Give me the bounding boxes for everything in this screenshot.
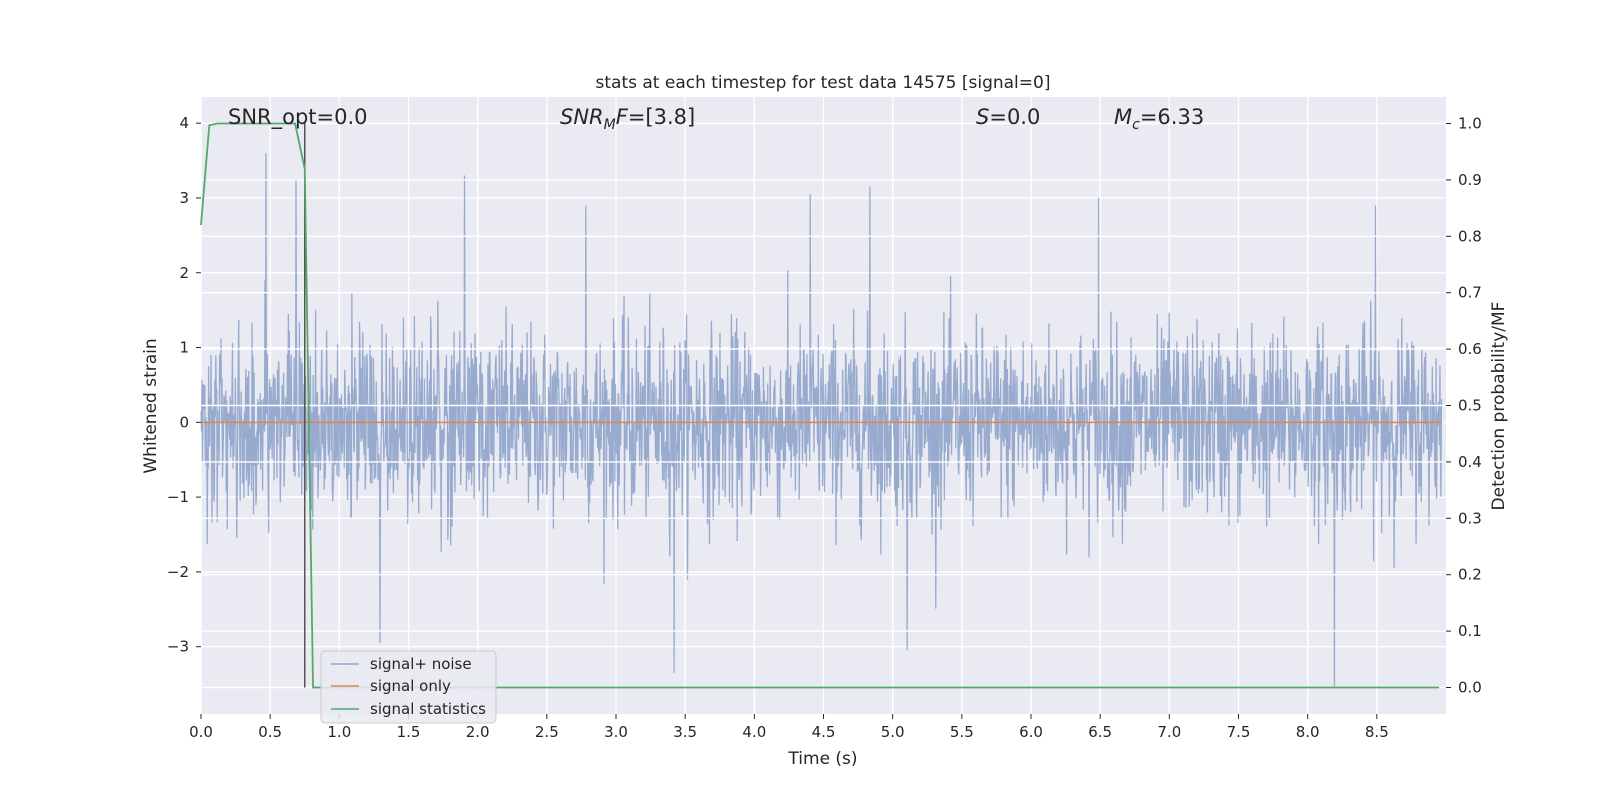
tick-label-x: 4.5 [812, 723, 836, 741]
tick-label-x: 6.5 [1088, 723, 1112, 741]
tick-label-y: 3 [179, 189, 189, 207]
tick-label-y-right: 0.1 [1458, 622, 1482, 640]
annotation-snr-opt: SNR_opt=0.0 [228, 105, 368, 130]
tick-label-y: −3 [167, 638, 189, 656]
annotation-snr-mf-suffix: F [616, 105, 629, 129]
annotation-s-label: S [976, 105, 989, 129]
tick-label-y-right: 1.0 [1458, 115, 1482, 133]
annotation-mc-value: =6.33 [1140, 105, 1204, 129]
annotation-s-value: =0.0 [989, 105, 1040, 129]
tick-label-x: 3.5 [673, 723, 697, 741]
legend-label-signal-only: signal only [370, 677, 451, 695]
tick-label-y-right: 0.5 [1458, 397, 1482, 415]
tick-label-y: −1 [167, 488, 189, 506]
y-axis-ticks-right: 1.0 0.9 0.8 0.7 0.6 0.5 0.4 0.3 0.2 0.1 0.0 [1446, 115, 1482, 696]
tick-label-y: 1 [179, 339, 189, 357]
tick-label-y-right: 0.0 [1458, 678, 1482, 696]
tick-label-x: 5.5 [950, 723, 974, 741]
annotation-snr-mf: SNRMF=[3.8] [560, 105, 695, 133]
tick-label-x: 8.5 [1365, 723, 1389, 741]
legend-box [320, 650, 497, 724]
tick-label-x: 6.0 [1019, 723, 1043, 741]
line-signal-plus-noise [200, 153, 1443, 688]
legend-label-signal-plus-noise: signal+ noise [370, 655, 472, 673]
tick-label-y: −2 [167, 563, 189, 581]
tick-label-y: 4 [179, 114, 189, 132]
series-signal-statistics [200, 122, 1440, 689]
y-axis-label-right: Detection probability/MF [1489, 302, 1509, 511]
annotation-snr-mf-value: =[3.8] [628, 105, 695, 129]
tick-label-y-right: 0.9 [1458, 171, 1482, 189]
tick-label-y-right: 0.8 [1458, 227, 1482, 245]
y-axis-ticks-left: 4 3 2 1 0 −1 −2 −3 [167, 114, 201, 656]
plot-area [200, 97, 1446, 714]
y-axis-label: Whitened strain [141, 338, 161, 473]
tick-label-x: 1.5 [397, 723, 421, 741]
annotation-snr-mf-label: SNR [560, 105, 604, 129]
x-axis-ticks: 0.0 0.5 1.0 1.5 2.0 2.5 3.0 3.5 4.0 4.5 5.0 5.5 6.0 6… [189, 714, 1389, 741]
tick-label-x: 1.0 [327, 723, 351, 741]
annotation-mc-label: M [1114, 105, 1132, 129]
line-signal-statistics [200, 122, 1440, 689]
tick-label-y-right: 0.3 [1458, 509, 1482, 527]
tick-label-x: 7.0 [1157, 723, 1181, 741]
annotation-s: S=0.0 [976, 105, 1040, 129]
tick-label-y: 0 [179, 413, 189, 431]
tick-label-y-right: 0.4 [1458, 453, 1482, 471]
tick-label-y-right: 0.6 [1458, 340, 1482, 358]
tick-label-y: 2 [179, 264, 189, 282]
annotation-mc: Mc=6.33 [1114, 105, 1204, 133]
annotations: SNR_opt=0.0 SNRMF=[3.8] S=0.0 Mc=6.33 [228, 105, 1204, 133]
tick-label-x: 2.5 [535, 723, 559, 741]
chart-title: stats at each timestep for test data 145… [596, 73, 1051, 93]
legend-label-signal-statistics: signal statistics [370, 700, 486, 718]
tick-label-y-right: 0.2 [1458, 566, 1482, 584]
tick-label-x: 5.0 [881, 723, 905, 741]
tick-label-x: 3.0 [604, 723, 628, 741]
tick-label-x: 0.0 [189, 723, 213, 741]
tick-label-x: 4.0 [742, 723, 766, 741]
tick-label-x: 0.5 [258, 723, 282, 741]
annotation-mc-sub: c [1132, 117, 1140, 133]
tick-label-y-right: 0.7 [1458, 284, 1482, 302]
tick-label-x: 8.0 [1296, 723, 1320, 741]
series-signal-plus-noise [200, 153, 1443, 688]
x-axis-label: Time (s) [787, 749, 857, 769]
legend: signal+ noise signal only signal statist… [320, 650, 497, 724]
tick-label-x: 2.0 [466, 723, 490, 741]
annotation-snr-mf-sub: M [604, 117, 616, 133]
tick-label-x: 7.5 [1227, 723, 1251, 741]
